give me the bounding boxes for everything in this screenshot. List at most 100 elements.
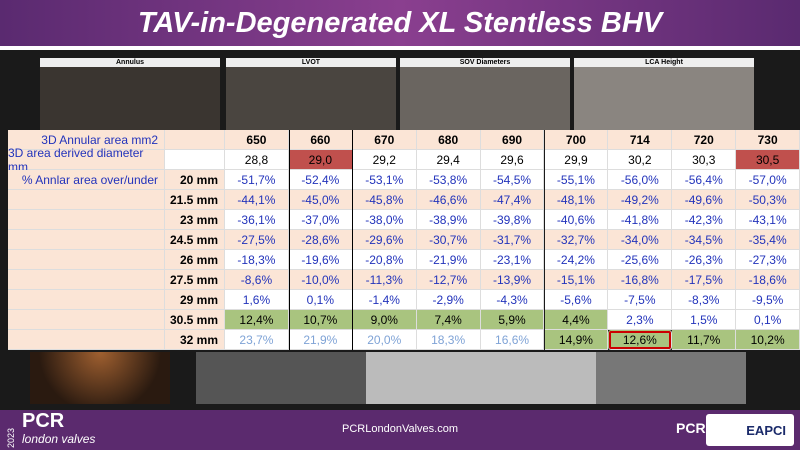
cell: -57,0% — [736, 170, 800, 190]
cell: -50,3% — [736, 190, 800, 210]
cell: -40,6% — [544, 210, 609, 230]
cell: -16,8% — [608, 270, 673, 290]
panel-label: LVOT — [226, 58, 396, 67]
cell: -8,3% — [672, 290, 737, 310]
footer-logo: PCR — [676, 420, 706, 436]
cell: -25,6% — [608, 250, 673, 270]
row-label: 3D Annular area mm2 — [8, 130, 165, 150]
cell: 10,2% — [736, 330, 800, 350]
cell: 14,9% — [544, 330, 609, 350]
3d-image — [30, 352, 170, 404]
cell: 9,0% — [352, 310, 417, 330]
cell: -26,3% — [672, 250, 737, 270]
cell: -31,7% — [480, 230, 545, 250]
cell: 0,1% — [288, 290, 353, 310]
row-label — [8, 230, 165, 250]
cell: 1,6% — [225, 290, 289, 310]
cell: -37,0% — [288, 210, 353, 230]
ct-image — [366, 352, 596, 404]
cell: 18,3% — [416, 330, 481, 350]
cell: -29,6% — [352, 230, 417, 250]
size-label: 20 mm — [165, 170, 225, 190]
cell: -1,4% — [352, 290, 417, 310]
cell: -38,9% — [416, 210, 481, 230]
column-header: 670 — [352, 130, 417, 150]
footer-bar — [0, 410, 800, 450]
cell: -27,3% — [736, 250, 800, 270]
cell: 29,0 — [288, 150, 353, 170]
cell: 7,4% — [416, 310, 481, 330]
cell: 5,9% — [480, 310, 545, 330]
cell: -49,2% — [608, 190, 673, 210]
cell: -15,1% — [544, 270, 609, 290]
cell: -13,9% — [480, 270, 545, 290]
column-header: 660 — [288, 130, 353, 150]
footer-year: 2023 — [6, 427, 16, 448]
ct-image — [40, 66, 220, 130]
cell: -54,5% — [480, 170, 545, 190]
cell: -35,4% — [736, 230, 800, 250]
cell: -36,1% — [225, 210, 289, 230]
cell: -39,8% — [480, 210, 545, 230]
cell: -52,4% — [288, 170, 353, 190]
cell: -56,0% — [608, 170, 673, 190]
cell: -7,5% — [608, 290, 673, 310]
cell: -10,0% — [288, 270, 353, 290]
cell: 12,6% — [608, 330, 673, 350]
cell: -2,9% — [416, 290, 481, 310]
cell: -49,6% — [672, 190, 737, 210]
cell: -47,4% — [480, 190, 545, 210]
size-label: 29 mm — [165, 290, 225, 310]
cell: 29,2 — [352, 150, 417, 170]
row-label — [8, 310, 165, 330]
cell: -45,8% — [352, 190, 417, 210]
title: TAV-in-Degenerated XL Stentless BHV — [137, 6, 663, 39]
header-bar — [0, 0, 800, 46]
row-label: 3D area derived diameter mm — [8, 146, 165, 174]
cell: -20,8% — [352, 250, 417, 270]
cell: -9,5% — [736, 290, 800, 310]
cell: -55,1% — [544, 170, 609, 190]
column-header: 700 — [544, 130, 609, 150]
row-label — [8, 290, 165, 310]
cell: 20,0% — [352, 330, 417, 350]
cell: -5,6% — [544, 290, 609, 310]
column-header: 690 — [480, 130, 545, 150]
cell: -8,6% — [225, 270, 289, 290]
size-label: 26 mm — [165, 250, 225, 270]
column-header: 714 — [608, 130, 673, 150]
cell: -38,0% — [352, 210, 417, 230]
cell: -12,7% — [416, 270, 481, 290]
panel-label: SOV Diameters — [400, 58, 570, 67]
cell: 28,8 — [225, 150, 289, 170]
cell: -23,1% — [480, 250, 545, 270]
cell: -53,8% — [416, 170, 481, 190]
cell: -51,7% — [225, 170, 289, 190]
ct-image — [400, 66, 570, 130]
cell: -24,2% — [544, 250, 609, 270]
column-header: 680 — [416, 130, 481, 150]
size-label: 24.5 mm — [165, 230, 225, 250]
cell: -19,6% — [288, 250, 353, 270]
ct-image — [596, 352, 746, 404]
cell: -18,6% — [736, 270, 800, 290]
footer-brand-sub: london valves — [22, 432, 96, 446]
cell: 1,5% — [672, 310, 737, 330]
row-label — [8, 190, 165, 210]
cell: -4,3% — [480, 290, 545, 310]
row-label — [8, 250, 165, 270]
cell: -34,0% — [608, 230, 673, 250]
footer-url: PCRLondonValves.com — [342, 423, 458, 435]
cell: -56,4% — [672, 170, 737, 190]
blank-cell — [165, 150, 225, 170]
cell: 21,9% — [288, 330, 353, 350]
size-label: 27.5 mm — [165, 270, 225, 290]
column-header: 730 — [736, 130, 800, 150]
size-label: 23 mm — [165, 210, 225, 230]
cell: 10,7% — [288, 310, 353, 330]
cell: 29,4 — [416, 150, 481, 170]
footer-logo: EAPCI — [706, 414, 794, 446]
cell: 29,6 — [480, 150, 545, 170]
cell: -11,3% — [352, 270, 417, 290]
